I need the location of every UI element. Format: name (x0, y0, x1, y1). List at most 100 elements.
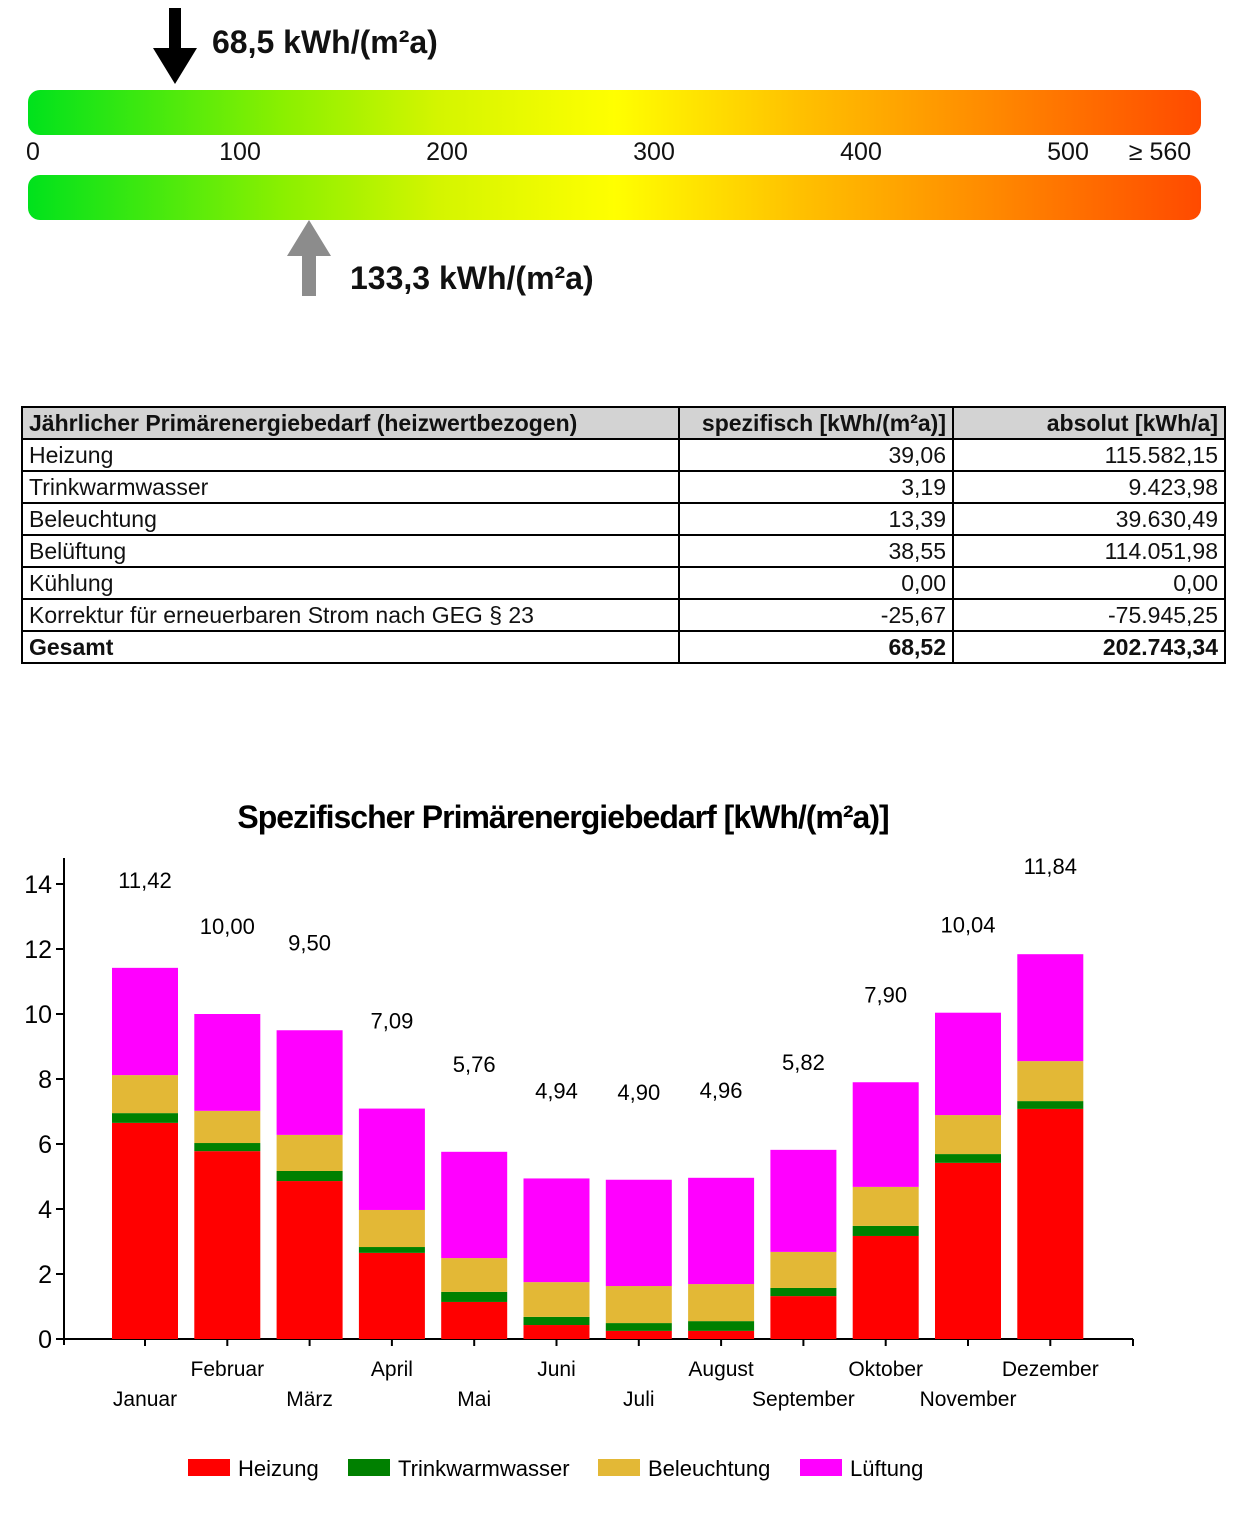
y-tick-label: 0 (38, 1326, 52, 1354)
bar-segment-beleuchtung (770, 1251, 837, 1288)
bar-segment-beleuchtung (1017, 1061, 1084, 1102)
legend-label: Heizung (238, 1456, 319, 1481)
bar-segment-heizung (1017, 1108, 1084, 1339)
bar-total-label: 7,09 (370, 1009, 413, 1034)
scale-tick-label: 500 (1047, 138, 1089, 166)
bar-segment-trinkwarmwasser (112, 1113, 178, 1123)
bar-segment-lüftung (935, 1012, 1001, 1116)
col-header-absolute: absolut [kWh/a] (952, 406, 1226, 440)
table-header-row: Jährlicher Primärenergiebedarf (heizwert… (21, 406, 1226, 440)
bar-segment-heizung (358, 1252, 425, 1339)
x-tick-label: Dezember (1002, 1358, 1099, 1381)
col-header-specific: spezifisch [kWh/(m²a)] (678, 406, 954, 440)
energy-scale-bar-reference (28, 175, 1201, 220)
bar-segment-heizung (194, 1151, 261, 1339)
bar-segment-heizung (770, 1296, 837, 1339)
scale-tick-label: 0 (26, 138, 40, 166)
bar-segment-trinkwarmwasser (688, 1321, 755, 1331)
bar-total-label: 10,00 (200, 914, 255, 939)
x-tick-label: September (752, 1388, 855, 1411)
bar-segment-beleuchtung (523, 1282, 590, 1317)
legend-swatch-beleuchtung (598, 1459, 640, 1476)
legend-swatch-heizung (188, 1459, 230, 1476)
scale-tick-label: 400 (840, 138, 882, 166)
cell-category: Trinkwarmwasser (21, 470, 680, 504)
bar-segment-trinkwarmwasser (523, 1316, 590, 1326)
cell-category: Beleuchtung (21, 502, 680, 536)
bar-total-label: 5,76 (453, 1052, 496, 1077)
bar-segment-trinkwarmwasser (441, 1291, 508, 1302)
cell-specific: -25,67 (678, 598, 954, 632)
bar-segment-trinkwarmwasser (770, 1287, 837, 1297)
scale-tick-label: 100 (219, 138, 261, 166)
bar-total-label: 7,90 (864, 982, 907, 1007)
bar-segment-beleuchtung (852, 1186, 919, 1226)
bar-segment-beleuchtung (112, 1075, 178, 1114)
bar-total-label: 4,94 (535, 1078, 578, 1103)
chart-title: Spezifischer Primärenergiebedarf [kWh/(m… (237, 799, 888, 835)
legend-label: Lüftung (850, 1456, 923, 1481)
cell-category: Heizung (21, 438, 680, 472)
table-total-row: Gesamt 68,52 202.743,34 (21, 630, 1226, 664)
bar-segment-trinkwarmwasser (276, 1170, 343, 1182)
table-row: Kühlung 0,00 0,00 (21, 566, 1226, 600)
table-row: Belüftung 38,55 114.051,98 (21, 534, 1226, 568)
bar-segment-heizung (112, 1122, 178, 1339)
bar-total-label: 4,96 (700, 1078, 743, 1103)
x-tick-label: Mai (457, 1388, 491, 1411)
x-tick-label: August (688, 1358, 754, 1381)
bar-segment-beleuchtung (194, 1110, 261, 1144)
cell-specific: 39,06 (678, 438, 954, 472)
cell-absolute: 0,00 (952, 566, 1226, 600)
bar-total-label: 10,04 (940, 913, 995, 938)
cell-category: Kühlung (21, 566, 680, 600)
x-tick-label: Juli (623, 1388, 655, 1411)
col-header-category: Jährlicher Primärenergiebedarf (heizwert… (21, 406, 680, 440)
cell-category: Belüftung (21, 534, 680, 568)
bar-total-label: 5,82 (782, 1050, 825, 1075)
y-tick-label: 10 (24, 1001, 52, 1029)
bar-segment-beleuchtung (358, 1209, 425, 1248)
bar-segment-heizung (605, 1330, 672, 1339)
arrow-down-icon (152, 8, 197, 89)
bar-segment-beleuchtung (688, 1284, 755, 1322)
bar-segment-lüftung (688, 1177, 755, 1285)
bar-segment-lüftung (1017, 954, 1084, 1062)
total-cell: Gesamt (21, 630, 680, 664)
legend-swatch-trinkwarmwasser (348, 1459, 390, 1476)
x-tick-label: Februar (191, 1358, 265, 1381)
x-tick-label: Oktober (848, 1358, 923, 1381)
bar-segment-lüftung (523, 1178, 590, 1283)
x-tick-label: Januar (113, 1388, 177, 1411)
bar-total-label: 4,90 (617, 1080, 660, 1105)
table-row: Trinkwarmwasser 3,19 9.423,98 (21, 470, 1226, 504)
y-tick-label: 4 (38, 1196, 52, 1224)
y-tick-label: 6 (38, 1131, 52, 1159)
x-tick-label: April (371, 1358, 413, 1381)
bar-segment-heizung (276, 1181, 343, 1339)
y-tick-label: 2 (38, 1261, 52, 1289)
bar-segment-trinkwarmwasser (605, 1323, 672, 1331)
bar-segment-heizung (688, 1330, 755, 1339)
bar-segment-trinkwarmwasser (935, 1154, 1001, 1163)
bar-segment-beleuchtung (935, 1115, 1001, 1155)
bar-total-label: 9,50 (288, 930, 331, 955)
scale-tick-label: 300 (633, 138, 675, 166)
x-tick-label: Juni (537, 1358, 576, 1381)
y-tick-label: 14 (24, 871, 52, 899)
x-tick-label: März (286, 1388, 333, 1411)
legend-label: Beleuchtung (648, 1456, 770, 1481)
cell-absolute: -75.945,25 (952, 598, 1226, 632)
bar-segment-lüftung (276, 1030, 343, 1135)
bar-segment-trinkwarmwasser (358, 1247, 425, 1253)
bar-segment-heizung (852, 1235, 919, 1339)
bar-segment-lüftung (194, 1014, 261, 1111)
bar-segment-lüftung (770, 1149, 837, 1252)
cell-category: Korrektur für erneuerbaren Strom nach GE… (21, 598, 680, 632)
total-cell: 68,52 (678, 630, 954, 664)
bar-segment-trinkwarmwasser (1017, 1101, 1084, 1109)
bar-segment-heizung (935, 1162, 1001, 1339)
bar-segment-lüftung (441, 1151, 508, 1259)
table-row: Korrektur für erneuerbaren Strom nach GE… (21, 598, 1226, 632)
